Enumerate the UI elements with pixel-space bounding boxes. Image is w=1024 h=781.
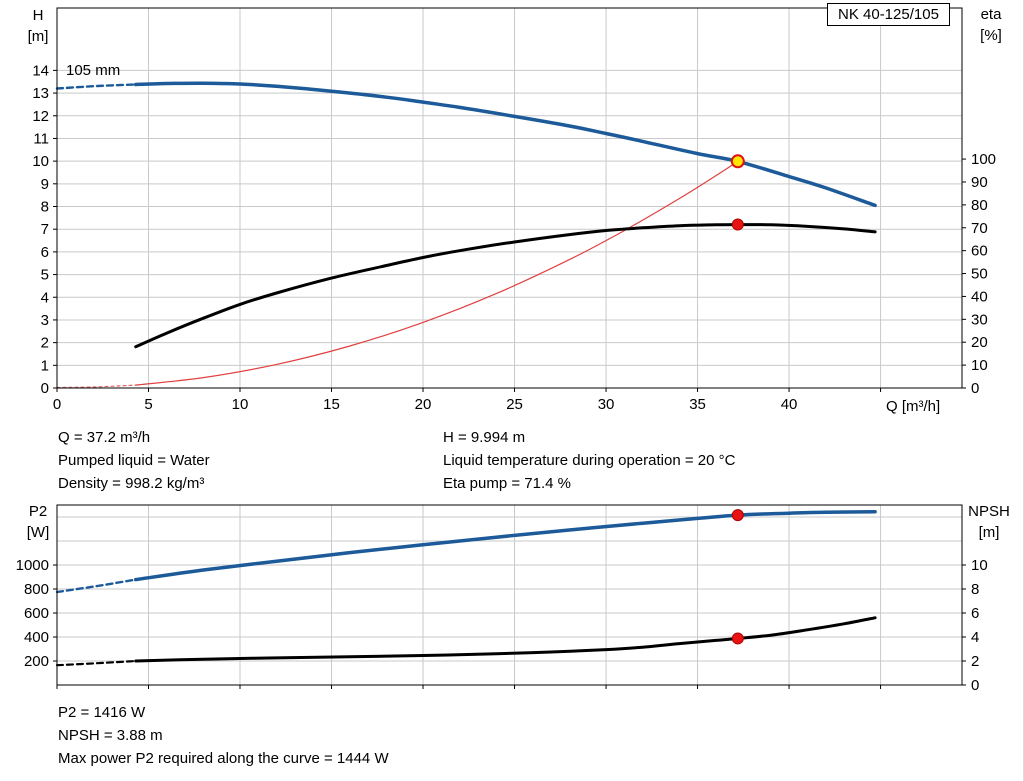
svg-text:70: 70 — [971, 220, 988, 237]
right-axis-label-eta: eta [%] — [980, 6, 1002, 44]
duty-results-left: Q = 37.2 m³/h Pumped liquid = Water Dens… — [58, 426, 210, 495]
power-npsh-chart: 200 400 600 800 1000 0 2 4 6 8 10 — [16, 504, 988, 694]
svg-text:8: 8 — [971, 581, 979, 598]
impeller-diameter-annotation: 105 mm — [66, 62, 121, 79]
svg-text:4: 4 — [41, 289, 49, 306]
result-line-liquid: Pumped liquid = Water — [58, 452, 210, 469]
svg-text:35: 35 — [689, 396, 706, 413]
result-line-q: Q = 37.2 m³/h — [58, 429, 151, 446]
svg-text:25: 25 — [506, 396, 523, 413]
left-axis-label-p2: P2 [W] — [26, 503, 50, 541]
svg-text:9: 9 — [41, 176, 49, 193]
svg-text:20: 20 — [971, 334, 988, 351]
svg-text:400: 400 — [24, 629, 49, 646]
svg-text:10: 10 — [971, 557, 988, 574]
svg-text:1000: 1000 — [16, 557, 49, 574]
result-line-density: Density = 998.2 kg/m³ — [58, 475, 205, 492]
svg-text:200: 200 — [24, 653, 49, 670]
x-axis-label-flow: Q [m³/h] — [886, 398, 941, 415]
svg-text:600: 600 — [24, 605, 49, 622]
svg-text:0: 0 — [971, 677, 979, 694]
pump-type-label: NK 40-125/105 — [838, 6, 939, 23]
svg-text:10: 10 — [32, 153, 49, 170]
svg-text:30: 30 — [971, 311, 988, 328]
svg-text:13: 13 — [32, 85, 49, 102]
svg-text:5: 5 — [41, 267, 49, 284]
power-results: P2 = 1416 W NPSH = 3.88 m Max power P2 r… — [58, 701, 389, 770]
svg-text:0: 0 — [971, 380, 979, 397]
right-axis-label-npsh: NPSH [m] — [968, 503, 1010, 541]
svg-text:6: 6 — [971, 605, 979, 622]
svg-text:1: 1 — [41, 357, 49, 374]
svg-text:100: 100 — [971, 151, 996, 168]
svg-text:14: 14 — [32, 62, 49, 79]
svg-text:5: 5 — [144, 396, 152, 413]
result-line-npsh: NPSH = 3.88 m — [58, 727, 163, 744]
svg-text:800: 800 — [24, 581, 49, 598]
svg-text:2: 2 — [971, 653, 979, 670]
svg-text:6: 6 — [41, 244, 49, 261]
svg-text:40: 40 — [781, 396, 798, 413]
result-line-h: H = 9.994 m — [443, 429, 526, 446]
svg-text:10: 10 — [232, 396, 249, 413]
svg-text:20: 20 — [415, 396, 432, 413]
result-line-max-power: Max power P2 required along the curve = … — [58, 750, 389, 767]
svg-text:3: 3 — [41, 312, 49, 329]
result-line-p2: P2 = 1416 W — [58, 704, 146, 721]
svg-text:8: 8 — [41, 199, 49, 216]
svg-text:40: 40 — [971, 288, 988, 305]
head-flow-chart: 0 5 10 15 20 25 30 35 40012345678910111213140102… — [32, 7, 996, 413]
svg-text:10: 10 — [971, 357, 988, 374]
svg-text:60: 60 — [971, 243, 988, 260]
result-line-eta: Eta pump = 71.4 % — [443, 475, 571, 492]
result-line-temperature: Liquid temperature during operation = 20… — [443, 452, 736, 469]
svg-text:0: 0 — [53, 396, 61, 413]
left-axis-label-head: H [m] — [27, 7, 49, 45]
pump-type-box: NK 40-125/105 — [827, 3, 950, 26]
svg-text:12: 12 — [32, 108, 49, 125]
svg-text:30: 30 — [598, 396, 615, 413]
svg-text:7: 7 — [41, 221, 49, 238]
svg-text:15: 15 — [323, 396, 340, 413]
svg-text:50: 50 — [971, 266, 988, 283]
svg-text:90: 90 — [971, 174, 988, 191]
svg-text:2: 2 — [41, 335, 49, 352]
svg-text:11: 11 — [33, 130, 49, 147]
duty-results-right: H = 9.994 m Liquid temperature during op… — [443, 426, 735, 495]
svg-text:0: 0 — [41, 380, 49, 397]
svg-text:80: 80 — [971, 197, 988, 214]
svg-text:4: 4 — [971, 629, 979, 646]
